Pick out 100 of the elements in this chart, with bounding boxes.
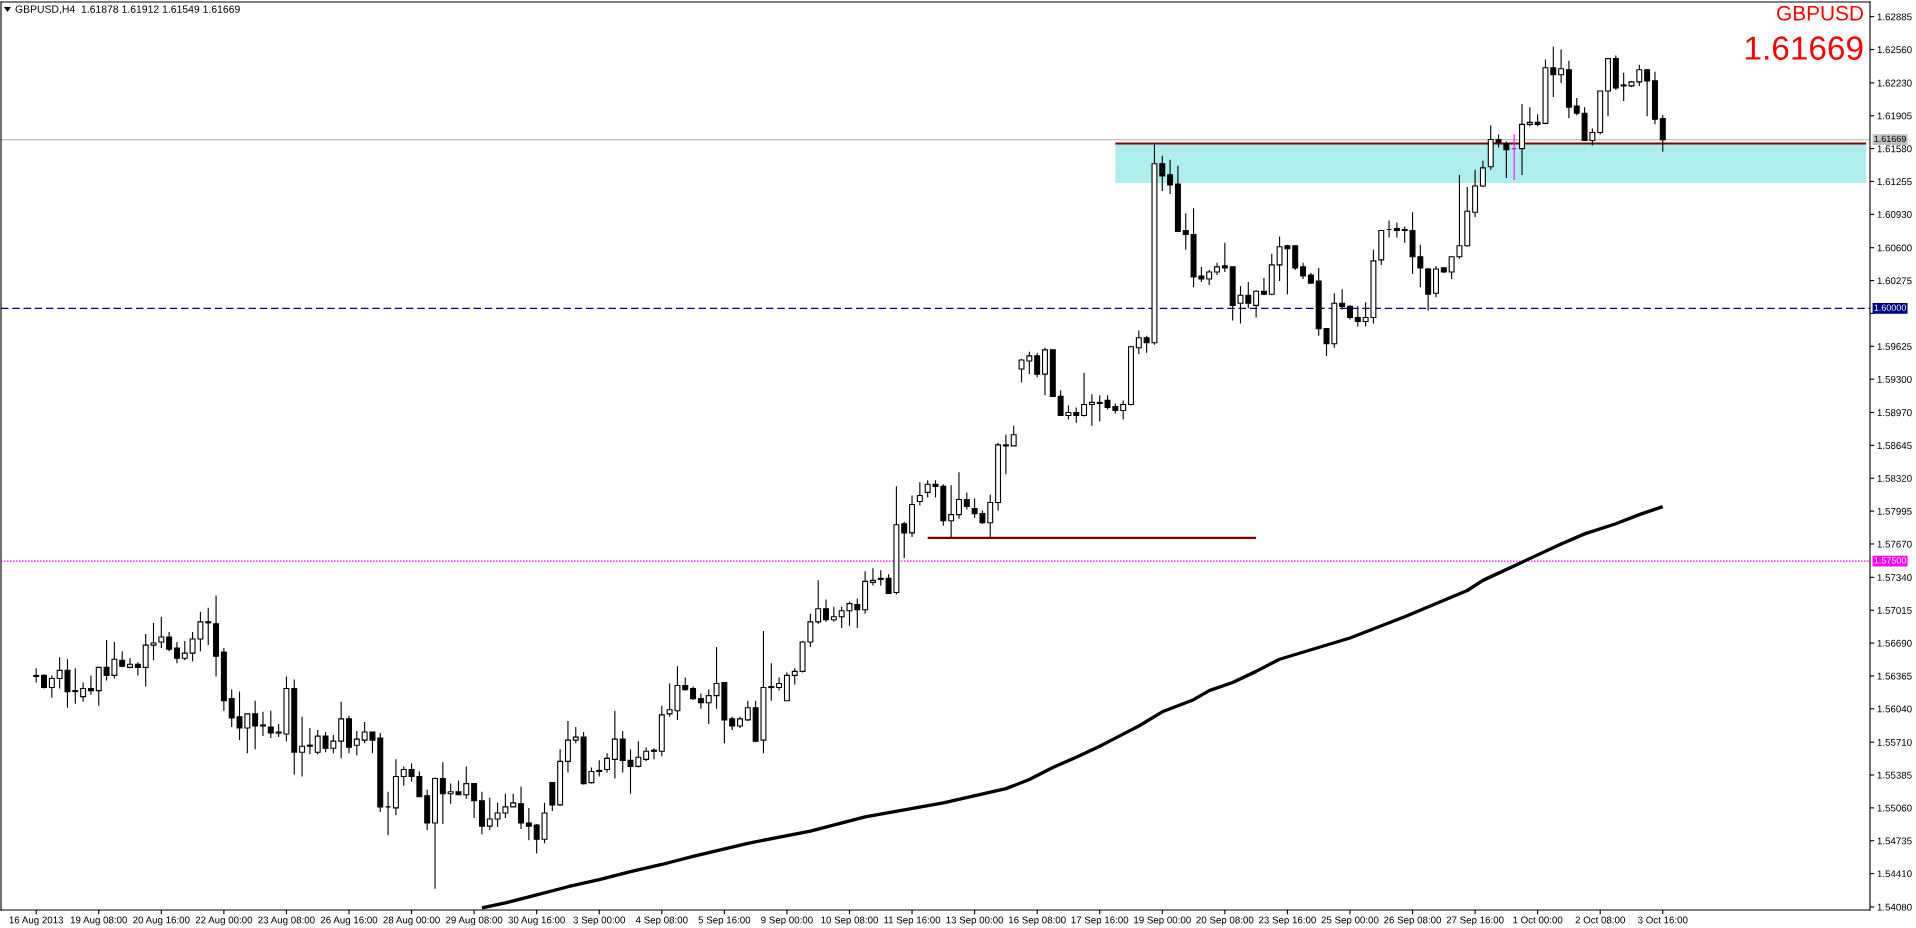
- y-tick-label: 1.54735: [1877, 837, 1912, 845]
- y-tick-label: 1.62885: [1877, 13, 1912, 21]
- x-tick-label: 25 Sep 00:00: [1321, 916, 1379, 926]
- candlestick: [987, 493, 994, 539]
- candlestick: [80, 681, 87, 703]
- candlestick: [1135, 330, 1142, 355]
- annotation: GBPUSD: [1777, 5, 1863, 21]
- x-tick-label: 26 Sep 08:00: [1384, 916, 1442, 926]
- candlestick: [1167, 159, 1174, 195]
- y-tick-label: 1.54080: [1877, 903, 1912, 911]
- candlestick: [564, 720, 571, 774]
- candlestick: [955, 471, 962, 520]
- x-tick-label: 22 Aug 00:00: [195, 916, 253, 926]
- y-tick-label: 1.55385: [1877, 771, 1912, 779]
- y-tick-label: 1.55060: [1877, 804, 1912, 812]
- candlestick: [1221, 242, 1228, 273]
- candlestick: [1260, 277, 1267, 296]
- candlestick: [1034, 352, 1041, 378]
- y-tick-label: 1.58320: [1877, 474, 1912, 482]
- candlestick: [1526, 106, 1533, 127]
- x-tick-label: 11 Sep 16:00: [884, 916, 941, 926]
- chart-title: GBPUSD,H4 1.61878 1.61912 1.61549 1.61669: [15, 5, 240, 15]
- x-tick-label: 4 Sep 08:00: [635, 916, 688, 926]
- y-tick-label: 1.54410: [1877, 870, 1912, 878]
- ref-line-label: 1.57500: [1874, 557, 1907, 564]
- x-tick-label: 23 Aug 08:00: [258, 916, 315, 926]
- candlestick: [48, 674, 55, 699]
- candlestick: [385, 791, 392, 836]
- candlestick: [948, 484, 955, 539]
- x-tick-label: 16 Sep 08:00: [1008, 916, 1066, 926]
- candlestick: [306, 727, 313, 755]
- x-tick-label: 3 Sep 00:00: [573, 916, 626, 926]
- candlestick: [353, 730, 360, 756]
- x-tick-label: 3 Oct 16:00: [1638, 916, 1688, 924]
- candlestick: [166, 631, 173, 652]
- candlestick: [744, 700, 751, 722]
- y-tick-label: 1.56040: [1877, 705, 1912, 713]
- x-tick-label: 19 Sep 00:00: [1134, 916, 1191, 926]
- candlestick: [1088, 393, 1095, 427]
- candlestick: [869, 567, 876, 586]
- y-tick-label: 1.60930: [1877, 211, 1912, 218]
- x-tick-label: 30 Aug 16:00: [508, 916, 565, 926]
- y-tick-label: 1.59300: [1877, 375, 1912, 383]
- candlestick: [1120, 399, 1127, 421]
- x-tick-label: 20 Aug 16:00: [133, 916, 190, 926]
- x-tick-label: 13 Sep 00:00: [946, 916, 1004, 926]
- candlestick: [776, 676, 783, 692]
- y-tick-label: 1.57340: [1877, 574, 1912, 581]
- x-tick-label: 28 Aug 00:00: [383, 916, 440, 926]
- candlestick: [1558, 48, 1565, 84]
- y-tick-label: 1.61255: [1877, 178, 1912, 186]
- candlestick: [1354, 305, 1361, 328]
- candlestick: [815, 579, 822, 625]
- candlestick: [267, 710, 274, 739]
- y-tick-label: 1.55710: [1877, 738, 1912, 746]
- candlestick: [1479, 160, 1486, 188]
- candlestick: [299, 716, 306, 778]
- candlestick: [1393, 221, 1400, 239]
- candlestick: [1292, 245, 1299, 271]
- candlestick: [134, 661, 141, 676]
- x-tick-label: 26 Aug 16:00: [320, 916, 378, 926]
- candlestick: [173, 641, 180, 664]
- candlestick: [611, 710, 618, 780]
- candlestick: [181, 640, 188, 661]
- x-tick-label: 1 Oct 00:00: [1513, 916, 1563, 924]
- y-tick-label: 1.57015: [1877, 606, 1912, 614]
- ref-line-label: 1.61669: [1874, 135, 1906, 143]
- candlestick: [1002, 434, 1009, 475]
- candlestick: [1010, 425, 1017, 447]
- candlestick: [549, 782, 556, 812]
- candlestick: [1339, 288, 1346, 310]
- candlestick: [1081, 372, 1088, 418]
- candlestick: [205, 607, 212, 646]
- candlestick: [604, 752, 611, 774]
- candlestick: [87, 674, 94, 696]
- y-tick-label: 1.60600: [1877, 244, 1912, 252]
- y-tick-label: 1.56365: [1877, 672, 1912, 680]
- y-tick-label: 1.62560: [1877, 46, 1912, 54]
- ref-line-label: 1.60000: [1874, 304, 1907, 311]
- candlestick: [127, 657, 134, 669]
- candlestick: [1659, 114, 1666, 153]
- x-tick-label: 27 Sep 16:00: [1446, 916, 1504, 926]
- x-tick-label: 5 Sep 16:00: [698, 916, 751, 926]
- y-tick-label: 1.58645: [1877, 442, 1912, 449]
- x-tick-label: 29 Aug 08:00: [445, 916, 503, 926]
- y-tick-label: 1.62230: [1877, 79, 1912, 87]
- candlestick: [650, 747, 657, 760]
- candlestick: [916, 481, 923, 507]
- candlestick: [471, 783, 478, 819]
- candlestick: [486, 797, 493, 831]
- candlestick: [525, 807, 532, 841]
- candlestick: [252, 700, 259, 750]
- x-tick-label: 16 Aug 2013: [9, 916, 64, 926]
- x-tick-label: 20 Sep 08:00: [1196, 916, 1254, 926]
- x-tick-label: 9 Sep 00:00: [761, 916, 813, 926]
- candlestick: [823, 599, 829, 623]
- candlestick: [901, 521, 908, 559]
- candlestick: [1253, 289, 1260, 319]
- x-tick-label: 2 Oct 08:00: [1575, 916, 1625, 924]
- x-tick-label: 17 Sep 16:00: [1071, 916, 1129, 926]
